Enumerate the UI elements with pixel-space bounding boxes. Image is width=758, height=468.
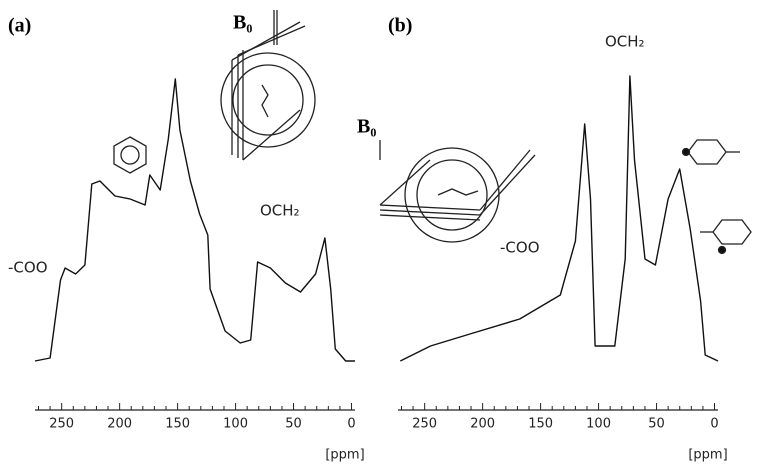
phenyl-icon-1 — [681, 139, 740, 165]
x-tick-label: 0 — [347, 417, 355, 432]
spectrum-line — [34, 78, 355, 362]
x-tick-label: 250 — [412, 417, 437, 432]
field-label: B₀ — [233, 12, 252, 34]
x-tick-label: 250 — [49, 417, 74, 432]
field-label: B₀ — [357, 116, 376, 138]
x-axis-title: [ppm] — [688, 448, 727, 463]
rotor-diagram-b — [379, 140, 536, 243]
x-tick-label: 200 — [107, 417, 132, 432]
x-tick-label: 100 — [586, 417, 611, 432]
phenyl-icon-2 — [700, 219, 752, 255]
spectrum-line — [399, 75, 719, 362]
annotation: -COO — [500, 239, 540, 257]
x-tick-label: 50 — [285, 417, 302, 432]
x-tick-label: 100 — [223, 417, 248, 432]
annotation: OCH₂ — [605, 33, 645, 51]
panel-label: (a) — [8, 15, 31, 37]
benzene-icon — [113, 136, 147, 174]
panel-label: (b) — [388, 15, 412, 37]
x-tick-label: 0 — [710, 417, 718, 432]
rotor-diagram-a — [220, 10, 316, 161]
x-tick-label: 200 — [470, 417, 495, 432]
x-tick-label: 150 — [165, 417, 190, 432]
annotation: -COO — [8, 259, 48, 277]
annotation: OCH₂ — [260, 202, 300, 220]
x-axis-title: [ppm] — [325, 448, 364, 463]
x-tick-label: 50 — [648, 417, 665, 432]
x-tick-label: 150 — [528, 417, 553, 432]
